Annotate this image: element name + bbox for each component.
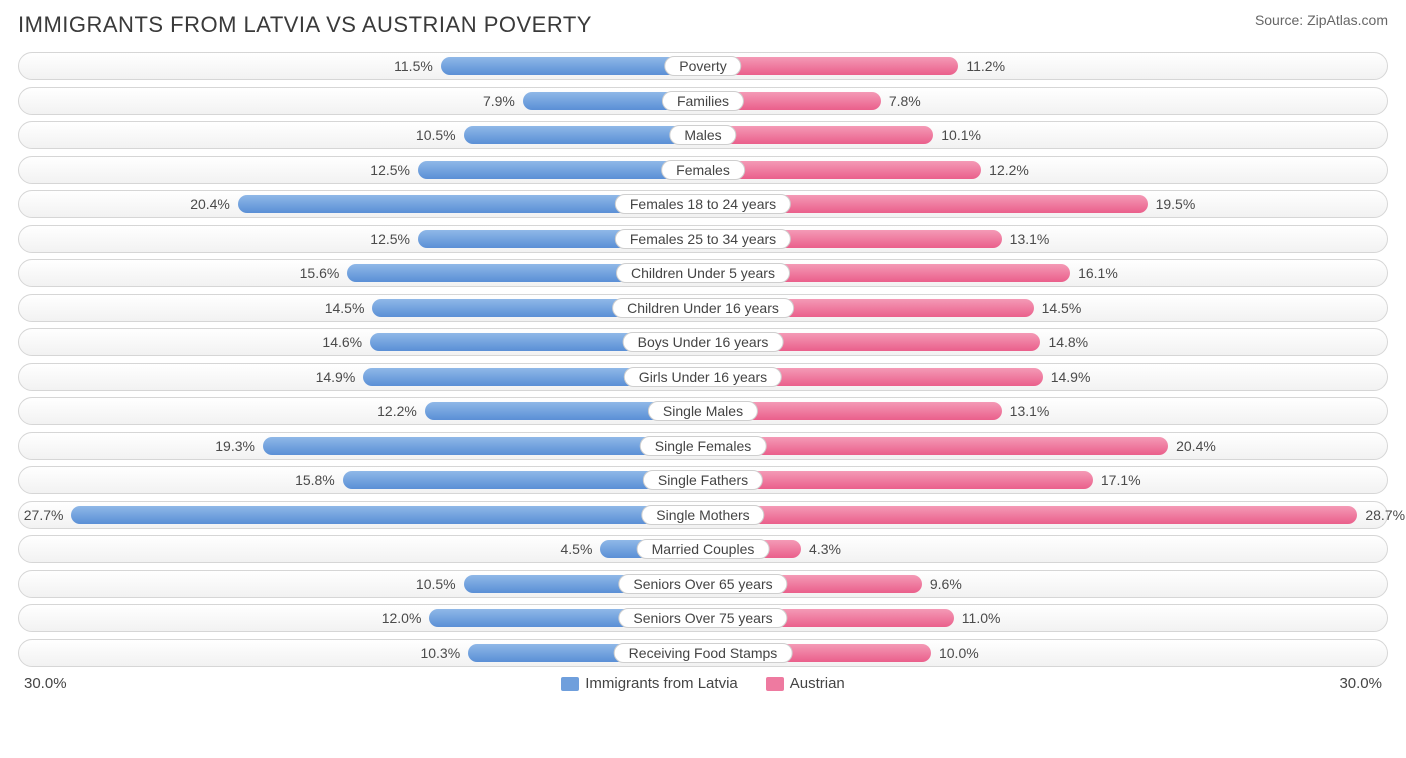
value-right: 14.8%	[1042, 329, 1088, 355]
value-left: 12.5%	[370, 226, 416, 252]
chart-title: IMMIGRANTS FROM LATVIA VS AUSTRIAN POVER…	[18, 12, 592, 38]
legend-label-right: Austrian	[790, 675, 845, 692]
diverging-bar-chart: 11.5%11.2%Poverty7.9%7.8%Families10.5%10…	[18, 52, 1388, 667]
source-prefix: Source:	[1255, 12, 1303, 28]
value-left: 27.7%	[24, 502, 70, 528]
value-left: 11.5%	[394, 53, 439, 79]
category-label: Receiving Food Stamps	[614, 643, 793, 663]
legend-item-left: Immigrants from Latvia	[561, 675, 738, 692]
axis-left-max: 30.0%	[24, 675, 67, 692]
category-label: Seniors Over 65 years	[618, 574, 787, 594]
category-label: Boys Under 16 years	[623, 332, 784, 352]
bar-row: 12.5% 13.1% Females 25 to 34 years	[18, 225, 1388, 253]
value-left: 15.8%	[295, 467, 341, 493]
category-label: Children Under 5 years	[616, 263, 790, 283]
category-label: Males	[669, 125, 736, 145]
legend: Immigrants from Latvia Austrian	[561, 675, 845, 692]
value-left: 10.5%	[416, 571, 462, 597]
category-label: Poverty	[664, 56, 741, 76]
value-right: 19.5%	[1150, 191, 1196, 217]
value-right: 10.1%	[935, 122, 981, 148]
bar-left	[464, 126, 703, 144]
source-attribution: Source: ZipAtlas.com	[1255, 12, 1388, 28]
value-right: 12.2%	[983, 157, 1029, 183]
bar-row: 10.5% 9.6% Seniors Over 65 years	[18, 570, 1388, 598]
source-name: ZipAtlas.com	[1307, 12, 1388, 28]
value-left: 14.6%	[322, 329, 368, 355]
bar-row: 12.2% 13.1% Single Males	[18, 397, 1388, 425]
category-label: Single Females	[640, 436, 767, 456]
category-label: Married Couples	[637, 539, 770, 559]
category-label: Seniors Over 75 years	[618, 608, 787, 628]
category-label: Single Fathers	[643, 470, 763, 490]
value-right: 20.4%	[1170, 433, 1216, 459]
bar-row: 14.9% 14.9% Girls Under 16 years	[18, 363, 1388, 391]
bar-right	[703, 126, 933, 144]
category-label: Females 18 to 24 years	[615, 194, 791, 214]
value-left: 15.6%	[300, 260, 346, 286]
category-label: Families	[662, 91, 744, 111]
value-left: 19.3%	[215, 433, 261, 459]
value-right: 17.1%	[1095, 467, 1141, 493]
bar-left	[263, 437, 703, 455]
value-left: 14.5%	[325, 295, 371, 321]
category-label: Girls Under 16 years	[624, 367, 782, 387]
value-right: 10.0%	[933, 640, 979, 666]
value-right: 28.7%	[1359, 502, 1405, 528]
legend-item-right: Austrian	[766, 675, 845, 692]
axis-right-max: 30.0%	[1339, 675, 1382, 692]
value-right: 14.9%	[1045, 364, 1091, 390]
value-left: 14.9%	[316, 364, 362, 390]
value-right: 13.1%	[1004, 398, 1050, 424]
value-left: 12.2%	[377, 398, 423, 424]
bar-row: 14.5% 14.5% Children Under 16 years	[18, 294, 1388, 322]
value-left: 10.5%	[416, 122, 462, 148]
value-right: 16.1%	[1072, 260, 1118, 286]
bar-row: 10.5% 10.1% Males	[18, 121, 1388, 149]
bar-row: 27.7%28.7%Single Mothers	[18, 501, 1388, 529]
bar-row: 11.5% 11.2% Poverty	[18, 52, 1388, 80]
bar-right	[703, 506, 1357, 524]
axis-legend-row: 30.0% Immigrants from Latvia Austrian 30…	[18, 673, 1388, 692]
bar-row: 4.5% 4.3% Married Couples	[18, 535, 1388, 563]
bar-right	[703, 437, 1168, 455]
value-left: 12.5%	[370, 157, 416, 183]
value-right: 11.0%	[956, 605, 1001, 631]
legend-swatch-right-icon	[766, 677, 784, 691]
bar-row: 20.4% 19.5% Females 18 to 24 years	[18, 190, 1388, 218]
header: IMMIGRANTS FROM LATVIA VS AUSTRIAN POVER…	[18, 12, 1388, 38]
legend-label-left: Immigrants from Latvia	[585, 675, 738, 692]
bar-row: 14.6% 14.8% Boys Under 16 years	[18, 328, 1388, 356]
value-right: 4.3%	[803, 536, 841, 562]
value-left: 4.5%	[560, 536, 598, 562]
bar-row: 19.3% 20.4% Single Females	[18, 432, 1388, 460]
category-label: Females	[661, 160, 745, 180]
value-right: 11.2%	[960, 53, 1005, 79]
value-right: 13.1%	[1004, 226, 1050, 252]
bar-row: 10.3% 10.0% Receiving Food Stamps	[18, 639, 1388, 667]
category-label: Single Mothers	[641, 505, 764, 525]
value-left: 20.4%	[190, 191, 236, 217]
value-left: 10.3%	[420, 640, 466, 666]
value-right: 14.5%	[1036, 295, 1082, 321]
value-left: 12.0%	[382, 605, 428, 631]
bar-right	[703, 57, 958, 75]
bar-row: 12.0% 11.0% Seniors Over 75 years	[18, 604, 1388, 632]
bar-row: 12.5% 12.2% Females	[18, 156, 1388, 184]
category-label: Single Males	[648, 401, 758, 421]
bar-row: 15.8% 17.1% Single Fathers	[18, 466, 1388, 494]
category-label: Children Under 16 years	[612, 298, 794, 318]
value-right: 7.8%	[883, 88, 921, 114]
bar-left	[71, 506, 703, 524]
bar-row: 7.9% 7.8% Families	[18, 87, 1388, 115]
category-label: Females 25 to 34 years	[615, 229, 791, 249]
legend-swatch-left-icon	[561, 677, 579, 691]
chart-container: IMMIGRANTS FROM LATVIA VS AUSTRIAN POVER…	[0, 0, 1406, 758]
value-right: 9.6%	[924, 571, 962, 597]
value-left: 7.9%	[483, 88, 521, 114]
bar-row: 15.6% 16.1% Children Under 5 years	[18, 259, 1388, 287]
